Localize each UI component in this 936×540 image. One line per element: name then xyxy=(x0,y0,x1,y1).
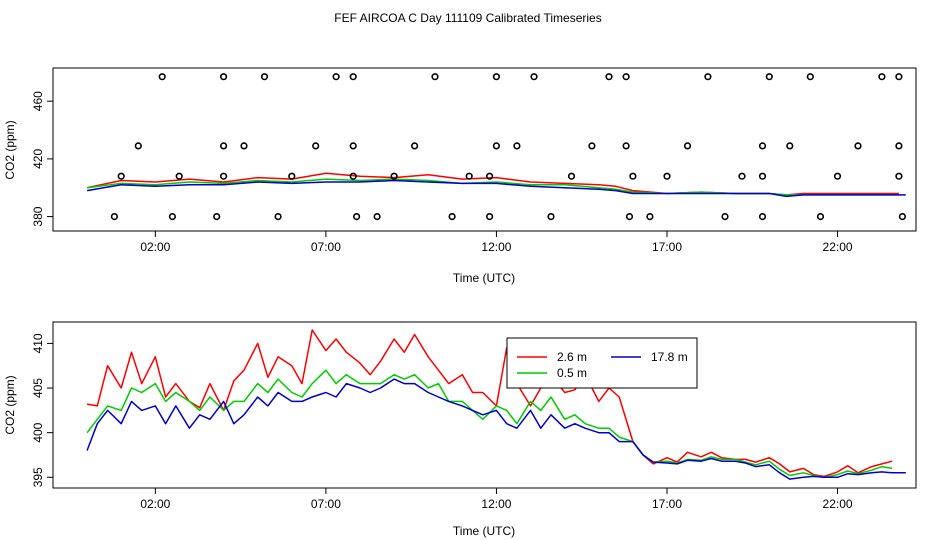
calibration-point xyxy=(530,73,538,81)
calibration-point xyxy=(486,172,494,180)
legend-label-2-6m: 2.6 m xyxy=(557,350,587,364)
legend-label-17-8m: 17.8 m xyxy=(651,350,688,364)
calibration-point xyxy=(622,73,630,81)
calibration-point xyxy=(898,213,907,221)
top-y-tick-label: 460 xyxy=(31,91,45,111)
top-x-tick-label: 02:00 xyxy=(140,240,170,254)
calibration-point xyxy=(738,172,746,180)
bottom-y-tick-label: 410 xyxy=(31,333,45,353)
calibration-point xyxy=(260,73,269,81)
top-series-17-8-m xyxy=(86,179,906,198)
calibration-point xyxy=(588,142,596,150)
calibration-point xyxy=(220,73,228,81)
calibration-point xyxy=(220,142,228,150)
calibration-point xyxy=(895,172,903,180)
bottom-series-2-6-m xyxy=(86,329,893,478)
bottom-x-tick-label: 22:00 xyxy=(823,497,853,511)
calibration-point xyxy=(390,172,398,180)
bottom-y-tick-label: 400 xyxy=(31,422,45,442)
calibration-point xyxy=(786,142,794,150)
top-xlabel: Time (UTC) xyxy=(453,271,515,285)
calibration-point xyxy=(349,142,357,150)
top-panel: 02:00 07:00 12:00 17:00 22:00 380 420 460 Time … xyxy=(3,67,917,285)
calibration-point xyxy=(567,172,576,180)
calibration-point xyxy=(213,213,221,221)
calibration-point xyxy=(492,142,501,150)
legend-box xyxy=(506,337,698,389)
calibration-point xyxy=(486,213,494,221)
calibration-point xyxy=(683,142,692,150)
calibration-point xyxy=(312,142,320,150)
calibration-point xyxy=(448,213,456,221)
calibration-point xyxy=(806,73,814,81)
top-series-0-5-m xyxy=(87,178,899,196)
calibration-point xyxy=(349,73,357,81)
calibration-point xyxy=(854,142,862,150)
calibration-point xyxy=(758,142,767,150)
calibration-point xyxy=(758,213,767,221)
calibration-point xyxy=(625,213,634,221)
bottom-x-tick-label: 17:00 xyxy=(652,497,682,511)
calibration-point xyxy=(411,142,419,150)
top-y-tick-label: 380 xyxy=(31,206,45,226)
legend-label-0-5m: 0.5 m xyxy=(557,366,587,380)
bottom-plot-frame xyxy=(52,321,917,489)
calibration-point xyxy=(833,172,842,180)
calibration-point xyxy=(895,73,903,81)
calibration-point xyxy=(175,172,183,180)
calibration-point xyxy=(721,213,729,221)
calibration-point xyxy=(134,142,142,150)
top-x-tick-label: 17:00 xyxy=(652,240,682,254)
calibration-point xyxy=(646,213,654,221)
calibration-point xyxy=(431,73,439,81)
bottom-xlabel: Time (UTC) xyxy=(453,524,515,538)
top-y-tick-label: 420 xyxy=(31,149,45,169)
calibration-point xyxy=(274,213,282,221)
bottom-panel: 02:00 07:00 12:00 17:00 22:00 395 400 405 410 2.… xyxy=(3,321,917,538)
calibration-point xyxy=(240,142,248,150)
calibration-point xyxy=(663,172,671,180)
calibration-point xyxy=(332,73,340,81)
calibration-point xyxy=(765,73,773,81)
calibration-point xyxy=(373,213,381,221)
calibration-point xyxy=(878,73,886,81)
calibration-point xyxy=(168,213,176,221)
top-ylabel: CO2 (ppm) xyxy=(3,120,17,179)
top-x-tick-label: 22:00 xyxy=(823,240,853,254)
calibration-point xyxy=(353,213,361,221)
bottom-x-tick-label: 02:00 xyxy=(140,497,170,511)
bottom-y-tick-label: 405 xyxy=(31,378,45,398)
calibration-point xyxy=(288,172,296,180)
calibration-point xyxy=(465,172,473,180)
calibration-point xyxy=(547,213,555,221)
calibration-point xyxy=(816,213,825,221)
calibration-point xyxy=(758,172,767,180)
calibration-point xyxy=(704,73,712,81)
calibration-point xyxy=(117,172,125,180)
calibration-point xyxy=(513,142,521,150)
calibration-point xyxy=(492,73,501,81)
bottom-x-tick-label: 07:00 xyxy=(311,497,341,511)
bottom-y-tick-label: 395 xyxy=(31,467,45,487)
calibration-point xyxy=(605,73,613,81)
calibration-point xyxy=(349,172,357,180)
bottom-series-0-5-m xyxy=(86,369,893,479)
top-x-tick-label: 07:00 xyxy=(311,240,341,254)
bottom-ylabel: CO2 (ppm) xyxy=(3,375,17,434)
calibration-point xyxy=(895,142,903,150)
top-plot-frame xyxy=(52,67,917,232)
legend: 2.6 m 17.8 m 0.5 m xyxy=(506,337,698,389)
calibration-point xyxy=(622,142,630,150)
top-x-tick-label: 12:00 xyxy=(481,240,511,254)
calibration-point xyxy=(158,73,166,81)
bottom-x-tick-label: 12:00 xyxy=(481,497,511,511)
figure-title: FEF AIRCOA C Day 111109 Calibrated Times… xyxy=(334,11,601,25)
calibration-point xyxy=(629,172,637,180)
calibration-point xyxy=(220,172,228,180)
calibration-point xyxy=(110,213,118,221)
bottom-series-17-8-m xyxy=(86,378,906,480)
